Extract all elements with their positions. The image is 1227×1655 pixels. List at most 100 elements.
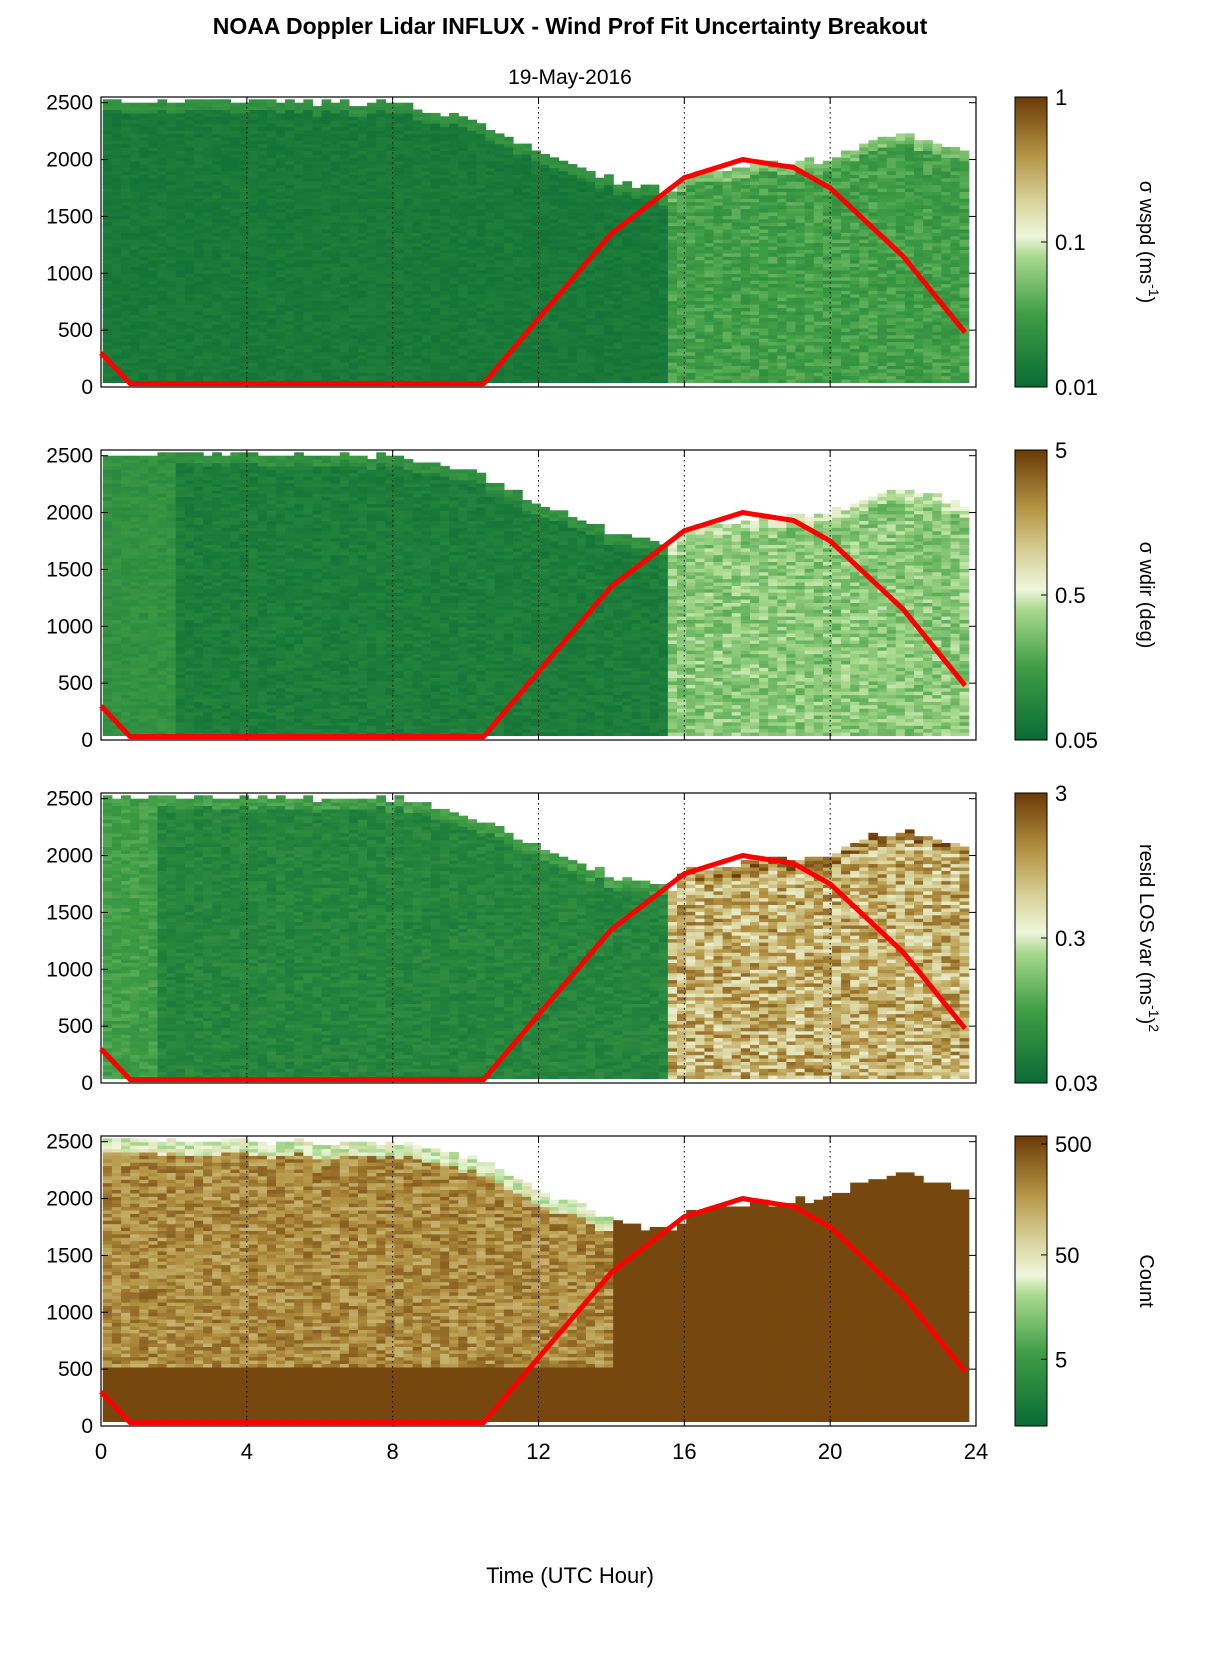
heatmap-cell: [367, 157, 377, 161]
heatmap-cell: [467, 151, 477, 155]
heatmap-cell: [331, 297, 341, 301]
heatmap-cell: [504, 181, 514, 185]
heatmap-cell: [704, 335, 714, 339]
heatmap-cell: [185, 232, 195, 236]
heatmap-cell: [358, 297, 368, 301]
heatmap-cell: [458, 215, 468, 219]
heatmap-cell: [695, 243, 705, 247]
heatmap-cell: [522, 144, 532, 148]
heatmap-cell: [294, 164, 304, 168]
heatmap-cell: [431, 209, 441, 213]
heatmap-cell: [212, 181, 222, 185]
heatmap-cell: [367, 294, 377, 298]
heatmap-cell: [440, 209, 450, 213]
heatmap-cell: [440, 256, 450, 260]
heatmap-cell: [632, 195, 642, 199]
heatmap-cell: [431, 144, 441, 148]
heatmap-cell: [549, 202, 559, 206]
heatmap-cell: [595, 185, 605, 189]
heatmap-cell: [449, 352, 459, 356]
heatmap-cell: [440, 215, 450, 219]
heatmap-cell: [285, 243, 295, 247]
heatmap-cell: [139, 267, 149, 271]
heatmap-cell: [139, 164, 149, 168]
heatmap-cell: [331, 103, 341, 107]
heatmap-cell: [167, 181, 177, 185]
heatmap-cell: [340, 181, 350, 185]
heatmap-cell: [112, 181, 122, 185]
heatmap-cell: [249, 256, 259, 260]
heatmap-cell: [230, 137, 240, 141]
heatmap-cell: [458, 181, 468, 185]
heatmap-cell: [112, 195, 122, 199]
heatmap-cell: [613, 202, 623, 206]
heatmap-cell: [458, 116, 468, 120]
heatmap-cell: [112, 209, 122, 213]
heatmap-cell: [130, 164, 140, 168]
heatmap-cell: [313, 174, 323, 178]
heatmap-cell: [322, 297, 332, 301]
heatmap-cell: [230, 195, 240, 199]
heatmap-cell: [495, 195, 505, 199]
heatmap-cell: [467, 174, 477, 178]
heatmap-cell: [203, 157, 213, 161]
heatmap-cell: [440, 185, 450, 189]
heatmap-cell: [331, 267, 341, 271]
heatmap-cell: [604, 335, 614, 339]
heatmap-cell: [622, 232, 632, 236]
heatmap-cell: [513, 297, 523, 301]
heatmap-cell: [385, 294, 395, 298]
heatmap-cell: [148, 157, 158, 161]
heatmap-cell: [203, 352, 213, 356]
heatmap-cell: [121, 202, 131, 206]
heatmap-cell: [376, 185, 386, 189]
heatmap-cell: [440, 335, 450, 339]
heatmap-cell: [695, 256, 705, 260]
heatmap-cell: [531, 181, 541, 185]
heatmap-cell: [613, 325, 623, 329]
heatmap-cell: [112, 239, 122, 243]
heatmap-cell: [568, 372, 578, 376]
heatmap-cell: [258, 181, 268, 185]
heatmap-cell: [331, 243, 341, 247]
heatmap-cell: [613, 314, 623, 318]
heatmap-cell: [294, 335, 304, 339]
heatmap-cell: [504, 144, 514, 148]
heatmap-cell: [331, 123, 341, 127]
heatmap-cell: [249, 202, 259, 206]
heatmap-cell: [431, 239, 441, 243]
heatmap-cell: [249, 181, 259, 185]
heatmap-cell: [267, 239, 277, 243]
heatmap-cell: [112, 174, 122, 178]
heatmap-cell: [103, 267, 113, 271]
heatmap-cell: [486, 215, 496, 219]
heatmap-cell: [413, 209, 423, 213]
heatmap-cell: [167, 164, 177, 168]
heatmap-cell: [322, 294, 332, 298]
heatmap-cell: [203, 151, 213, 155]
heatmap-cell: [604, 215, 614, 219]
heatmap-cell: [486, 277, 496, 281]
heatmap-cell: [267, 352, 277, 356]
heatmap-cell: [112, 137, 122, 141]
heatmap-cell: [531, 277, 541, 281]
heatmap-cell: [194, 372, 204, 376]
heatmap-cell: [495, 372, 505, 376]
heatmap-cell: [148, 123, 158, 127]
heatmap-cell: [313, 209, 323, 213]
heatmap-cell: [704, 314, 714, 318]
heatmap-cell: [568, 355, 578, 359]
heatmap-cell: [367, 103, 377, 107]
heatmap-cell: [595, 222, 605, 226]
heatmap-cell: [477, 352, 487, 356]
heatmap-cell: [313, 355, 323, 359]
heatmap-cell: [121, 232, 131, 236]
heatmap-cell: [367, 243, 377, 247]
heatmap-cell: [367, 352, 377, 356]
heatmap-cell: [668, 267, 678, 271]
heatmap-cell: [103, 202, 113, 206]
heatmap-cell: [303, 239, 313, 243]
heatmap-cell: [477, 174, 487, 178]
heatmap-cell: [285, 174, 295, 178]
heatmap-cell: [112, 151, 122, 155]
